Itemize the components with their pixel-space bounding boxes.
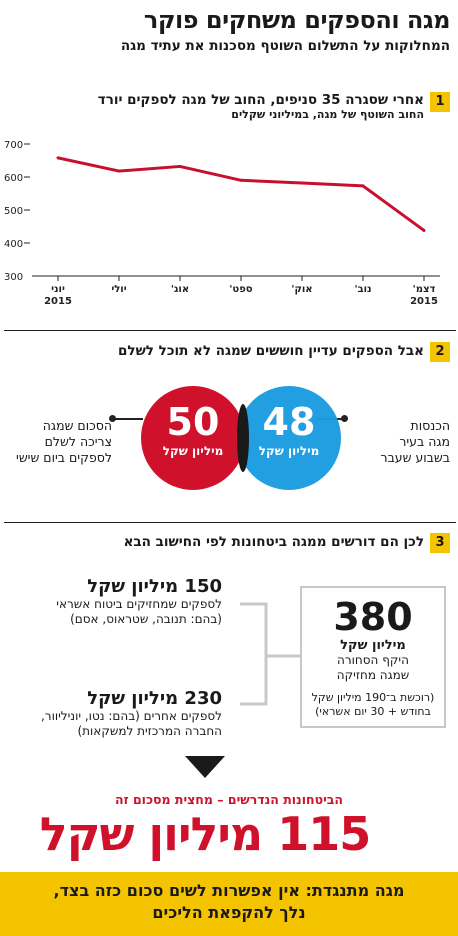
item-2-line-2: החברה המרכזית למשקאות): [77, 724, 222, 738]
inventory-unit: מיליון שקל: [340, 638, 406, 653]
weekly-revenue-text: הכנסות מגה בעיר בשבוע שעבר: [340, 418, 450, 466]
footer-line-1: מגה מתנגדת: אין אפשרות לשים סכום כזה בצד…: [53, 881, 405, 900]
footer-banner: מגה מתנגדת: אין אפשרות לשים סכום כזה בצד…: [0, 872, 458, 936]
section-1-subtitle: החוב השוטף של מגה, במיליוני שקלים: [231, 108, 424, 121]
weekly-revenue-line-1: הכנסות: [410, 418, 450, 433]
y-axis: 300 400 500 600 700: [4, 140, 440, 283]
item-2: 230 מיליון שקל לספקים אחרים (בהם: נטו, י…: [41, 688, 222, 739]
section-2-title: אבל הספקים עדיין חוששים שמגה לא תוכל לשל…: [118, 343, 424, 359]
y-tick-label: 700: [4, 140, 23, 151]
left-connector-dot: [109, 415, 116, 422]
chart-series: [56, 156, 426, 232]
blue-circle: 48 מיליון שקל: [237, 386, 341, 490]
inventory-note-2: בחודש + 30 יום אשראי): [315, 705, 431, 718]
section-2-badge: 2: [430, 342, 450, 362]
x-tick-label: אוג': [171, 284, 189, 295]
inventory-value: 380: [333, 595, 413, 639]
section-3-title: לכן הם דורשים ממגה ביטחונות לפי החישוב ה…: [123, 534, 424, 550]
result-value: 115 מיליון שקל: [39, 807, 371, 861]
page-subtitle: המחלוקות על התשלום השוטף מסכנות את עתיד …: [120, 38, 450, 54]
item-1-line-1: לספקים שמחזיקים ביטוח אשראי: [56, 597, 222, 611]
weekly-revenue-line-2: מגה בעיר: [399, 434, 450, 449]
x-tick-label: דצמ': [413, 284, 436, 295]
item-1-amount: 150 מיליון שקל: [87, 576, 222, 597]
section-divider-2: [4, 522, 456, 523]
debt-data-point: [361, 184, 365, 188]
bracket-connector: [240, 602, 300, 706]
x-tick-label: אוק': [291, 284, 312, 295]
section-3-badge: 3: [430, 533, 450, 553]
y-tick-label: 500: [4, 206, 23, 217]
amount-due-text: הסכום שמגה צריכה לשלם לספקים ביום שישי: [2, 418, 112, 466]
debt-data-point: [300, 181, 304, 185]
red-circle-unit: מיליון שקל: [162, 444, 224, 458]
y-tick-label: 300: [4, 272, 23, 283]
debt-data-point: [422, 228, 426, 232]
inventory-line-2: שמגה מחזיקה: [336, 668, 410, 682]
debt-data-point: [56, 156, 60, 160]
inventory-line-1: היקף הסחורה: [337, 653, 409, 667]
x-tick-label: ספט': [229, 284, 252, 295]
x-tick-label: יוני: [51, 284, 65, 295]
section-1-badge: 1: [430, 92, 450, 112]
red-circle: 50 מיליון שקל: [141, 386, 245, 490]
item-2-amount: 230 מיליון שקל: [87, 688, 222, 709]
inventory-box: 380 מיליון שקל היקף הסחורה שמגה מחזיקה (…: [300, 586, 446, 728]
result-label: הביטחונות הנדרשים – מחצית מסכום זה: [115, 792, 343, 807]
blue-circle-unit: מיליון שקל: [258, 444, 320, 458]
red-circle-value: 50: [166, 400, 220, 444]
footer-line-2: נלך להקפאת הליכים: [152, 903, 306, 922]
item-1: 150 מיליון שקל לספקים שמחזיקים ביטוח אשר…: [56, 576, 222, 627]
right-connector-dot: [341, 415, 348, 422]
x-tick-label: 2015: [410, 296, 438, 307]
section-1-title: אחרי שסגרה 35 סניפים, החוב של מגה לספקים…: [97, 92, 424, 108]
amount-due-line-1: הסכום שמגה: [42, 418, 112, 433]
page-title: מגה והספקים משחקים פוקר: [143, 6, 451, 34]
section-divider-1: [4, 330, 456, 331]
debt-series-line: [57, 156, 425, 232]
inventory-note-1: (רוכשת ב־190 מיליון שקל: [311, 691, 435, 704]
debt-data-point: [117, 169, 121, 173]
weekly-revenue-line-3: בשבוע שעבר: [380, 450, 450, 465]
item-1-line-2: (בהם: תנובה, שטראוס, אסם): [70, 612, 222, 626]
blue-circle-value: 48: [262, 400, 316, 444]
y-tick-label: 400: [4, 239, 23, 250]
x-tick-label: יולי: [111, 284, 126, 295]
amount-due-line-3: לספקים ביום שישי: [16, 450, 112, 465]
amount-due-line-2: צריכה לשלם: [44, 434, 112, 449]
circle-overlap: [236, 386, 250, 490]
down-arrow-icon: [185, 756, 225, 778]
debt-data-point: [239, 178, 243, 182]
item-2-line-1: לספקים אחרים (בהם: נטו, יוניליוור,: [40, 709, 222, 723]
x-tick-label: 2015: [44, 296, 72, 307]
debt-data-point: [178, 164, 182, 168]
y-tick-label: 600: [4, 173, 23, 184]
x-tick-label: נוב': [354, 284, 371, 295]
left-connector: [113, 418, 143, 420]
